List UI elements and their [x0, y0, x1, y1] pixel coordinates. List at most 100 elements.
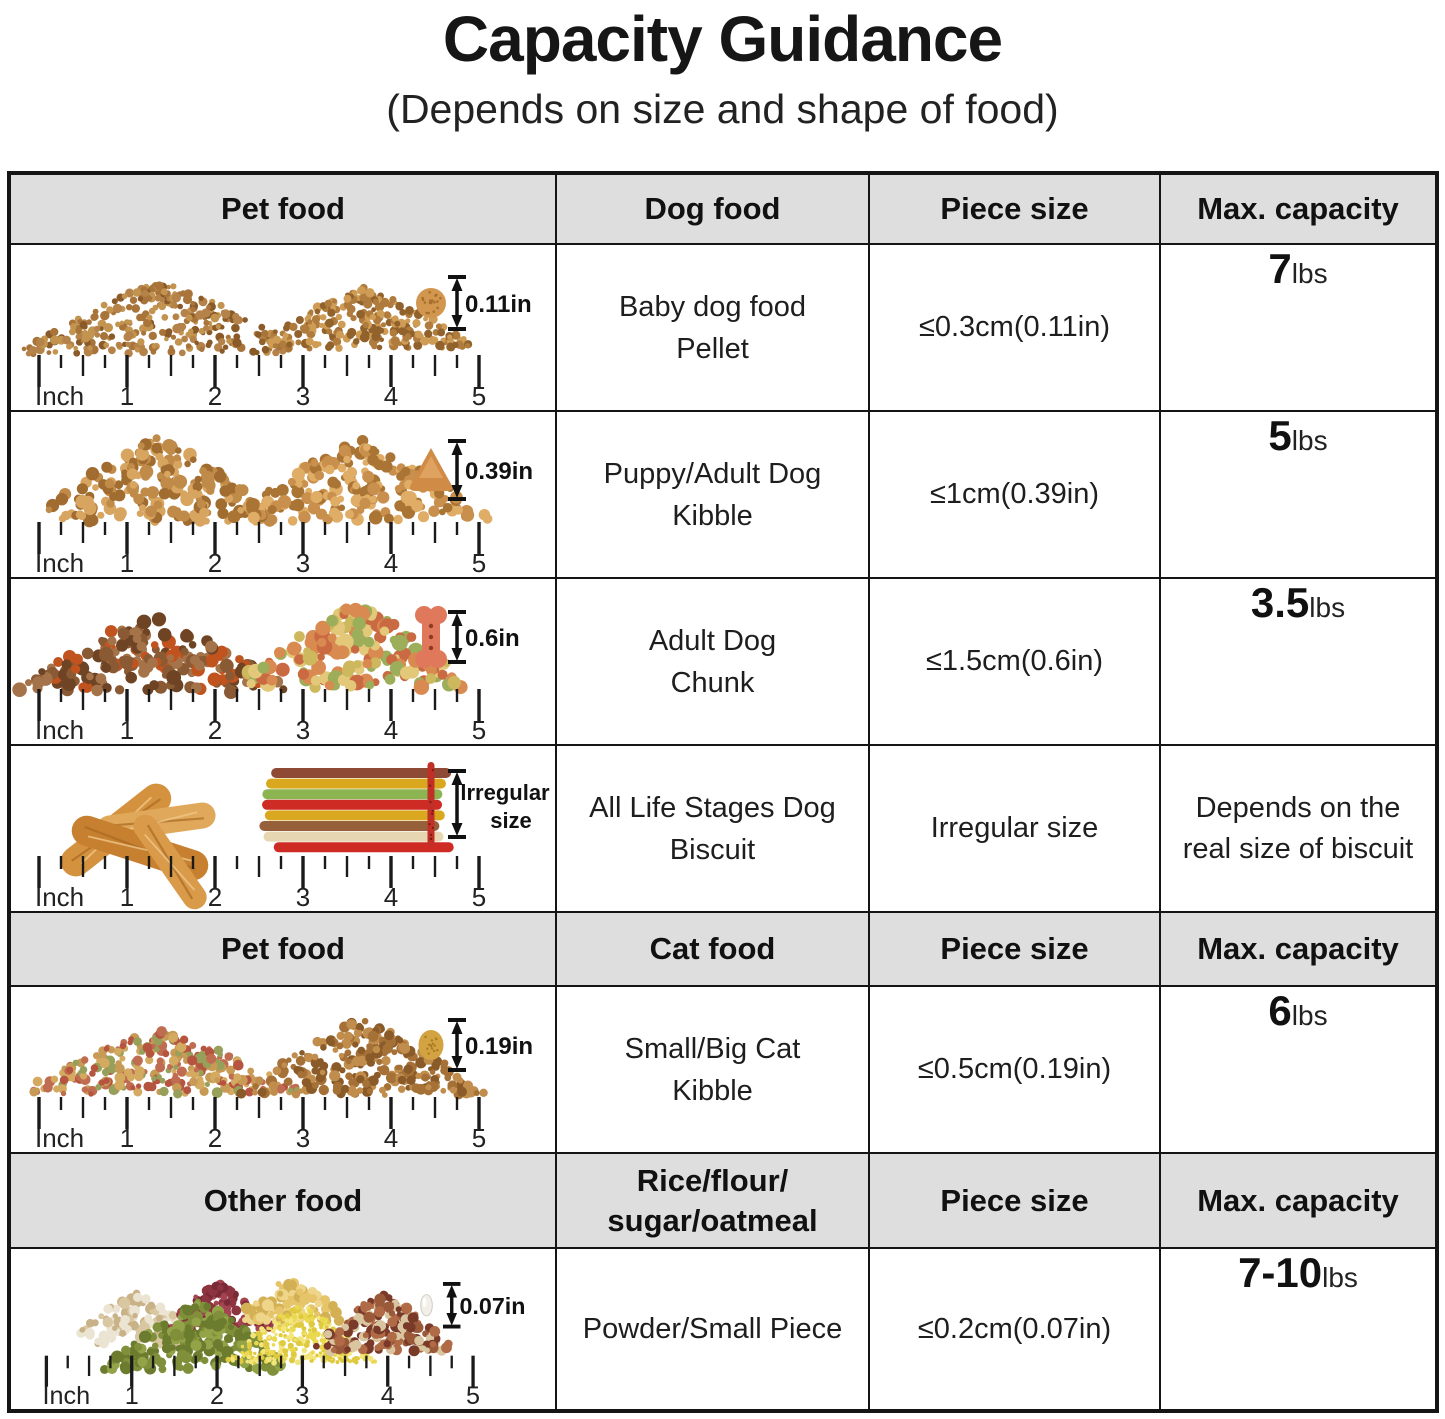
measure-arrow-icon: 0.39in [448, 439, 533, 502]
header-cell-cat-food: Cat food [556, 912, 869, 987]
food-name-cell: Powder/Small Piece [556, 1248, 869, 1411]
header-cell-dog-food: Dog food [556, 174, 869, 245]
capacity-unit: lbs [1291, 425, 1328, 457]
food-name-cell: All Life Stages Dog Biscuit [556, 745, 869, 913]
food-illustration: 0.07in Inch 1 2 3 4 5 [43, 1278, 525, 1410]
header-label: Max. capacity [1197, 931, 1399, 967]
header-label: Piece size [940, 191, 1089, 227]
ruler: Inch 1 2 3 4 5 [35, 689, 486, 744]
capacity-cell: 5 lbs [1160, 411, 1436, 579]
header-cell-piece-size: Piece size [869, 912, 1160, 987]
svg-text:4: 4 [384, 882, 398, 911]
capacity-unit: lbs [1291, 258, 1328, 290]
capacity-line: Depends on the [1195, 792, 1401, 825]
sample-bone-icon [415, 606, 447, 669]
svg-text:5: 5 [472, 882, 486, 911]
capacity-text: Depends on the real size of biscuit [1183, 788, 1414, 869]
svg-text:2: 2 [208, 381, 222, 410]
svg-text:1: 1 [125, 1383, 139, 1410]
illustration-cell: lrregular size Inch 1 2 3 4 5 [10, 745, 556, 913]
header-label: sugar/oatmeal [607, 1202, 818, 1238]
capacity-unit: lbs [1291, 1000, 1328, 1032]
piece-size-cell: Irregular size [869, 745, 1160, 913]
sample-circle-icon [416, 288, 446, 319]
svg-text:2: 2 [208, 715, 222, 744]
svg-text:3: 3 [296, 548, 310, 577]
svg-text:Inch: Inch [35, 1123, 84, 1152]
sample-stick-icon [427, 762, 435, 847]
food-pile [29, 1026, 300, 1099]
svg-text:2: 2 [208, 1123, 222, 1152]
header-label: Rice/flour/ [636, 1162, 789, 1198]
header-cell-piece-size: Piece size [869, 1153, 1160, 1249]
header-label: Pet food [221, 931, 345, 967]
header-label: Max. capacity [1197, 191, 1399, 227]
illustration-cell: 0.19in Inch 1 2 3 4 5 [10, 986, 556, 1154]
illustration-cell: 0.11in Inch 1 2 3 4 5 [10, 244, 556, 412]
measure-label: 0.11in [465, 291, 532, 318]
capacity-value: 7-10 [1238, 1249, 1323, 1297]
food-illustration: 0.11in Inch 1 2 3 4 5 [21, 275, 532, 410]
food-pile [21, 281, 293, 358]
svg-text:Inch: Inch [35, 381, 84, 410]
page-header: Capacity Guidance (Depends on size and s… [0, 0, 1445, 133]
header-label: Dog food [644, 191, 781, 227]
svg-text:1: 1 [120, 381, 134, 410]
piece-size-cell: ≤1.5cm(0.6in) [869, 578, 1160, 746]
food-illustration: lrregular size Inch 1 2 3 4 5 [35, 762, 550, 911]
food-name-label: Powder/Small Piece [582, 1313, 843, 1346]
header-cell-pet-food: Pet food [10, 912, 556, 987]
food-pile [312, 1290, 453, 1357]
svg-text:5: 5 [472, 715, 486, 744]
food-name-label: Biscuit [669, 833, 756, 866]
food-pile [236, 1018, 488, 1100]
measure-arrow-icon: lrregular size [448, 769, 550, 840]
svg-text:3: 3 [296, 1123, 310, 1152]
food-pile [12, 612, 288, 700]
capacity-value: 3.5 [1250, 579, 1310, 627]
sample-grain-icon [420, 1294, 433, 1317]
header-label: Piece size [940, 931, 1089, 967]
food-name-label: Chunk [670, 666, 755, 699]
svg-text:3: 3 [296, 882, 310, 911]
header-cell-pet-food: Pet food [10, 174, 556, 245]
food-name-cell: Puppy/Adult Dog Kibble [556, 411, 869, 579]
svg-text:4: 4 [384, 548, 398, 577]
svg-text:2: 2 [208, 882, 222, 911]
page-subtitle: (Depends on size and shape of food) [386, 86, 1059, 133]
food-name-label: Baby dog food [618, 290, 807, 323]
food-pile [258, 284, 473, 353]
svg-text:1: 1 [120, 882, 134, 911]
food-name-cell: Adult Dog Chunk [556, 578, 869, 746]
svg-text:Inch: Inch [35, 548, 84, 577]
food-name-label: Small/Big Cat [624, 1032, 801, 1065]
piece-size-cell: ≤0.3cm(0.11in) [869, 244, 1160, 412]
svg-text:4: 4 [384, 381, 398, 410]
svg-text:3: 3 [295, 1383, 309, 1410]
svg-text:3: 3 [296, 715, 310, 744]
page-title: Capacity Guidance [442, 3, 1003, 75]
measure-arrow-icon: 0.6in [448, 610, 520, 665]
capacity-unit: lbs [1322, 1262, 1358, 1294]
measure-label: 0.07in [459, 1293, 525, 1319]
piece-size-cell: ≤1cm(0.39in) [869, 411, 1160, 579]
svg-text:Inch: Inch [43, 1383, 91, 1410]
svg-text:2: 2 [208, 548, 222, 577]
measure-label: 0.19in [465, 1033, 533, 1060]
measure-label: 0.6in [465, 625, 520, 652]
header-cell-other-food: Other food [10, 1153, 556, 1249]
svg-text:4: 4 [381, 1383, 395, 1410]
food-name-label: Pellet [676, 332, 749, 365]
food-name-cell: Small/Big Cat Kibble [556, 986, 869, 1154]
capacity-value: 6 [1268, 987, 1292, 1035]
header-label: Pet food [221, 191, 345, 227]
header-cell-max-capacity: Max. capacity [1160, 912, 1436, 987]
measure-label: size [490, 808, 532, 833]
measure-label: lrregular [460, 780, 550, 805]
svg-text:2: 2 [210, 1383, 224, 1410]
header-label: Cat food [649, 931, 776, 967]
piece-size-cell: ≤0.2cm(0.07in) [869, 1248, 1160, 1411]
capacity-value: 5 [1268, 412, 1292, 460]
svg-text:5: 5 [472, 1123, 486, 1152]
food-pile [45, 434, 278, 528]
